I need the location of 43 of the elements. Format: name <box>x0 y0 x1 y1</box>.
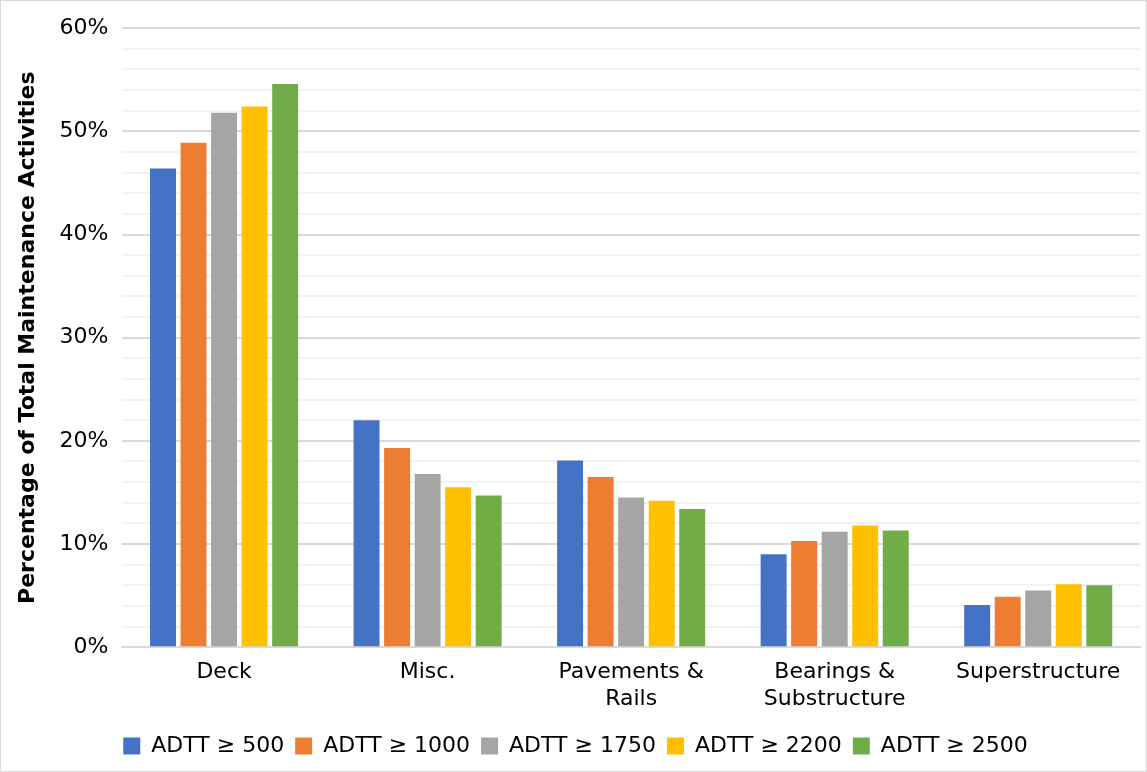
legend-label: ADTT ≥ 2500 <box>880 731 1028 757</box>
bar <box>648 500 675 647</box>
bar <box>994 596 1021 647</box>
bar <box>852 525 879 647</box>
bar <box>1086 585 1113 647</box>
bar <box>679 508 706 647</box>
bar <box>150 168 176 647</box>
legend-label: ADTT ≥ 1000 <box>323 731 471 757</box>
bar <box>211 112 238 647</box>
legend-label: ADTT ≥ 2200 <box>694 731 842 757</box>
x-tick-label: Pavements & Rails <box>558 658 704 710</box>
y-tick-label: 50% <box>59 117 109 143</box>
bar <box>241 106 268 647</box>
bar <box>791 540 818 647</box>
bar <box>384 448 411 647</box>
bar <box>760 554 787 647</box>
bar <box>1025 590 1052 647</box>
bar <box>414 473 441 647</box>
bar <box>180 142 207 647</box>
bar <box>587 476 614 647</box>
x-tick-label: Superstructure <box>956 658 1121 684</box>
y-tick-label: 60% <box>59 13 109 39</box>
bar <box>821 531 848 647</box>
y-tick-label: 0% <box>73 632 109 658</box>
x-tick-label: Deck <box>196 658 252 684</box>
bar <box>272 83 299 647</box>
y-axis-title: Percentage of Total Maintenance Activities <box>13 71 39 604</box>
y-tick-label: 30% <box>59 323 109 349</box>
bar <box>1055 584 1082 647</box>
x-tick-label: Bearings & Substructure <box>763 658 906 710</box>
bar <box>964 604 991 647</box>
bar <box>475 495 502 647</box>
y-tick-label: 40% <box>59 220 109 246</box>
bar <box>353 420 380 647</box>
y-tick-label: 10% <box>59 529 109 555</box>
legend-label: ADTT ≥ 1750 <box>509 731 656 757</box>
bar <box>445 487 472 647</box>
legend-label: ADTT ≥ 500 <box>151 731 285 757</box>
x-tick-label: Misc. <box>399 658 456 684</box>
y-tick-label: 20% <box>59 426 109 452</box>
bar <box>618 497 645 647</box>
bar <box>557 460 584 647</box>
bar <box>882 530 909 647</box>
